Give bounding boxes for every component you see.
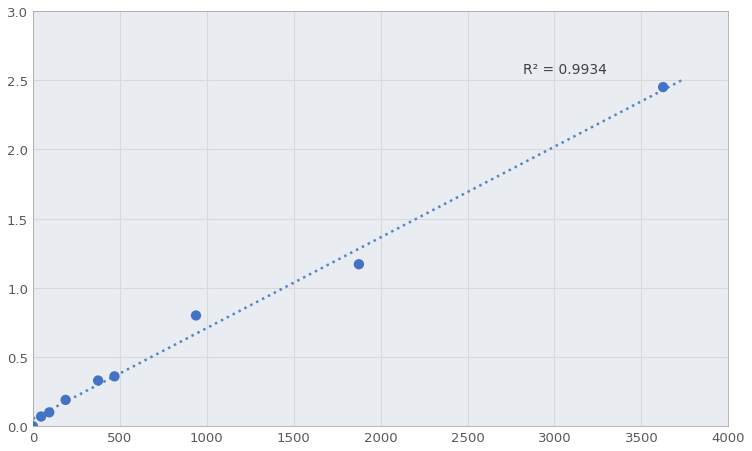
Point: [190, 312, 202, 319]
Point: [35, 413, 47, 420]
Point: [92, 377, 104, 384]
Point: [108, 373, 120, 380]
Point: [59, 396, 71, 404]
Point: [353, 261, 365, 268]
Point: [657, 84, 669, 92]
Point: [44, 409, 56, 416]
Point: [27, 423, 39, 430]
Text: R² = 0.9934: R² = 0.9934: [523, 63, 607, 77]
